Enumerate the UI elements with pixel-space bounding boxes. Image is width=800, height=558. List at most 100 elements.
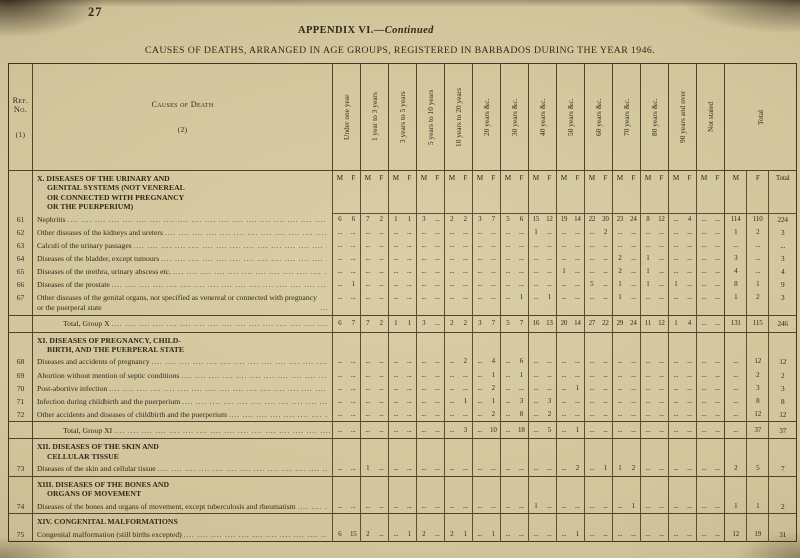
value-cell: ... xyxy=(500,462,515,477)
sex-header: M xyxy=(668,170,683,214)
total-value-cell: 29 xyxy=(612,314,627,333)
value-cell: ... xyxy=(528,395,543,409)
value-cell: ... xyxy=(444,462,459,477)
sex-header xyxy=(696,476,711,501)
value-cell: ... xyxy=(388,265,403,279)
total-value-cell: ... xyxy=(402,421,417,440)
value-cell: ... xyxy=(346,462,361,477)
sex-header xyxy=(711,514,725,528)
value-cell: 1 xyxy=(668,278,683,292)
age-column-header: 80 years &c. xyxy=(640,63,669,171)
value-cell: 14 xyxy=(574,215,581,224)
value-cell: ... xyxy=(388,291,403,316)
sex-header xyxy=(556,476,571,501)
value-cell: ... xyxy=(575,396,580,405)
value-cell: 1 xyxy=(528,226,543,240)
sex-header xyxy=(640,513,655,529)
total-female-header xyxy=(746,513,769,529)
value-cell: 1 xyxy=(360,462,375,477)
sex-header xyxy=(627,439,641,463)
value-cell: ... xyxy=(388,369,403,383)
sex-header xyxy=(515,332,529,356)
value-cell: ... xyxy=(528,355,543,369)
sex-header: F xyxy=(402,170,417,214)
sex-header xyxy=(584,513,599,529)
age-column-header: 90 years and over xyxy=(668,63,697,171)
value-cell: 1 xyxy=(556,265,571,279)
total-value-cell: ... xyxy=(640,421,655,440)
ref-cell xyxy=(8,476,33,501)
value-cell: ... xyxy=(350,227,356,236)
value-cell: ... xyxy=(444,369,459,383)
total-value-cell: ... xyxy=(598,421,613,440)
value-cell: ... xyxy=(612,355,627,369)
value-cell: ... xyxy=(434,409,440,418)
cause-label: Diseases of the prostate xyxy=(37,280,110,290)
value-cell: ... xyxy=(416,355,431,369)
value-cell: 1 xyxy=(575,383,580,392)
value-cell: ... xyxy=(472,278,487,292)
age-column-label: 5 years to 10 years xyxy=(425,89,435,145)
sex-header xyxy=(459,332,473,356)
sex-header xyxy=(403,332,417,356)
ref-cell xyxy=(8,170,33,214)
total-value-cell: ... xyxy=(584,421,599,440)
group-title-line: XII. DISEASES OF THE SKIN AND xyxy=(37,442,159,452)
value-cell: ... xyxy=(416,291,431,316)
ref-no-header-line: No. xyxy=(13,104,28,114)
value-cell: ... xyxy=(472,500,487,515)
age-column-header: 1 year to 3 years xyxy=(360,63,389,171)
value-cell: ... xyxy=(556,408,571,422)
value-cell: 6 xyxy=(332,528,347,542)
value-cell: ... xyxy=(374,462,389,477)
total-value-cell: ... xyxy=(696,314,711,333)
sex-header xyxy=(444,438,459,463)
group-title: XIV. CONGENITAL MALFORMATIONS xyxy=(33,514,333,528)
value-cell: ... xyxy=(406,396,412,405)
dot-leader xyxy=(114,426,330,435)
value-cell: ... xyxy=(715,280,720,289)
total-value-cell: 3 xyxy=(458,421,473,440)
age-column-header: 60 years &c. xyxy=(584,63,613,171)
value-cell: ... xyxy=(556,278,571,292)
value-cell: ... xyxy=(388,382,403,396)
appendix-continued-label: Continued xyxy=(384,25,434,36)
sex-header xyxy=(668,476,683,501)
value-cell: ... xyxy=(500,369,515,383)
total-value-cell: ... xyxy=(346,421,361,440)
ref-number: 63 xyxy=(8,239,33,253)
sex-header: M xyxy=(556,170,571,214)
sex-header xyxy=(599,514,613,528)
value-cell: 2 xyxy=(463,357,468,366)
value-cell: ... xyxy=(687,227,692,236)
value-cell: ... xyxy=(556,226,571,240)
value-cell: ... xyxy=(631,357,636,366)
value-cell: 5 xyxy=(584,278,599,292)
value-cell: 2 xyxy=(603,227,608,236)
age-column-header: 3 years to 5 years xyxy=(388,63,417,171)
value-cell: ... xyxy=(584,265,599,279)
total-value-cell: ... xyxy=(416,421,431,440)
sex-header: M xyxy=(528,170,543,214)
value-cell: ... xyxy=(715,396,720,405)
value-cell: ... xyxy=(350,357,356,366)
age-column-header: 40 years &c. xyxy=(528,63,557,171)
value-cell: ... xyxy=(350,396,356,405)
female-total-cell: 5 xyxy=(746,462,769,477)
sex-header xyxy=(612,438,627,463)
value-cell: ... xyxy=(640,528,655,542)
row-total-cell: ... xyxy=(768,239,797,253)
sex-header: F xyxy=(430,170,445,214)
ref-number: 65 xyxy=(8,265,33,279)
value-cell: 2 xyxy=(491,383,496,392)
total-value-cell: 14 xyxy=(570,314,585,333)
value-cell: ... xyxy=(350,383,356,392)
group-title-line: XI. DISEASES OF PREGNANCY, CHILD- xyxy=(37,335,181,345)
sex-header xyxy=(360,513,375,529)
value-cell: ... xyxy=(556,355,571,369)
sex-header xyxy=(472,513,487,529)
cause-label: Abortion without mention of septic condi… xyxy=(37,370,180,380)
total-value-cell: 1 xyxy=(570,421,585,440)
cause-cell: Diseases of the bones and organs of move… xyxy=(32,500,333,515)
value-cell: 1 xyxy=(463,529,468,538)
